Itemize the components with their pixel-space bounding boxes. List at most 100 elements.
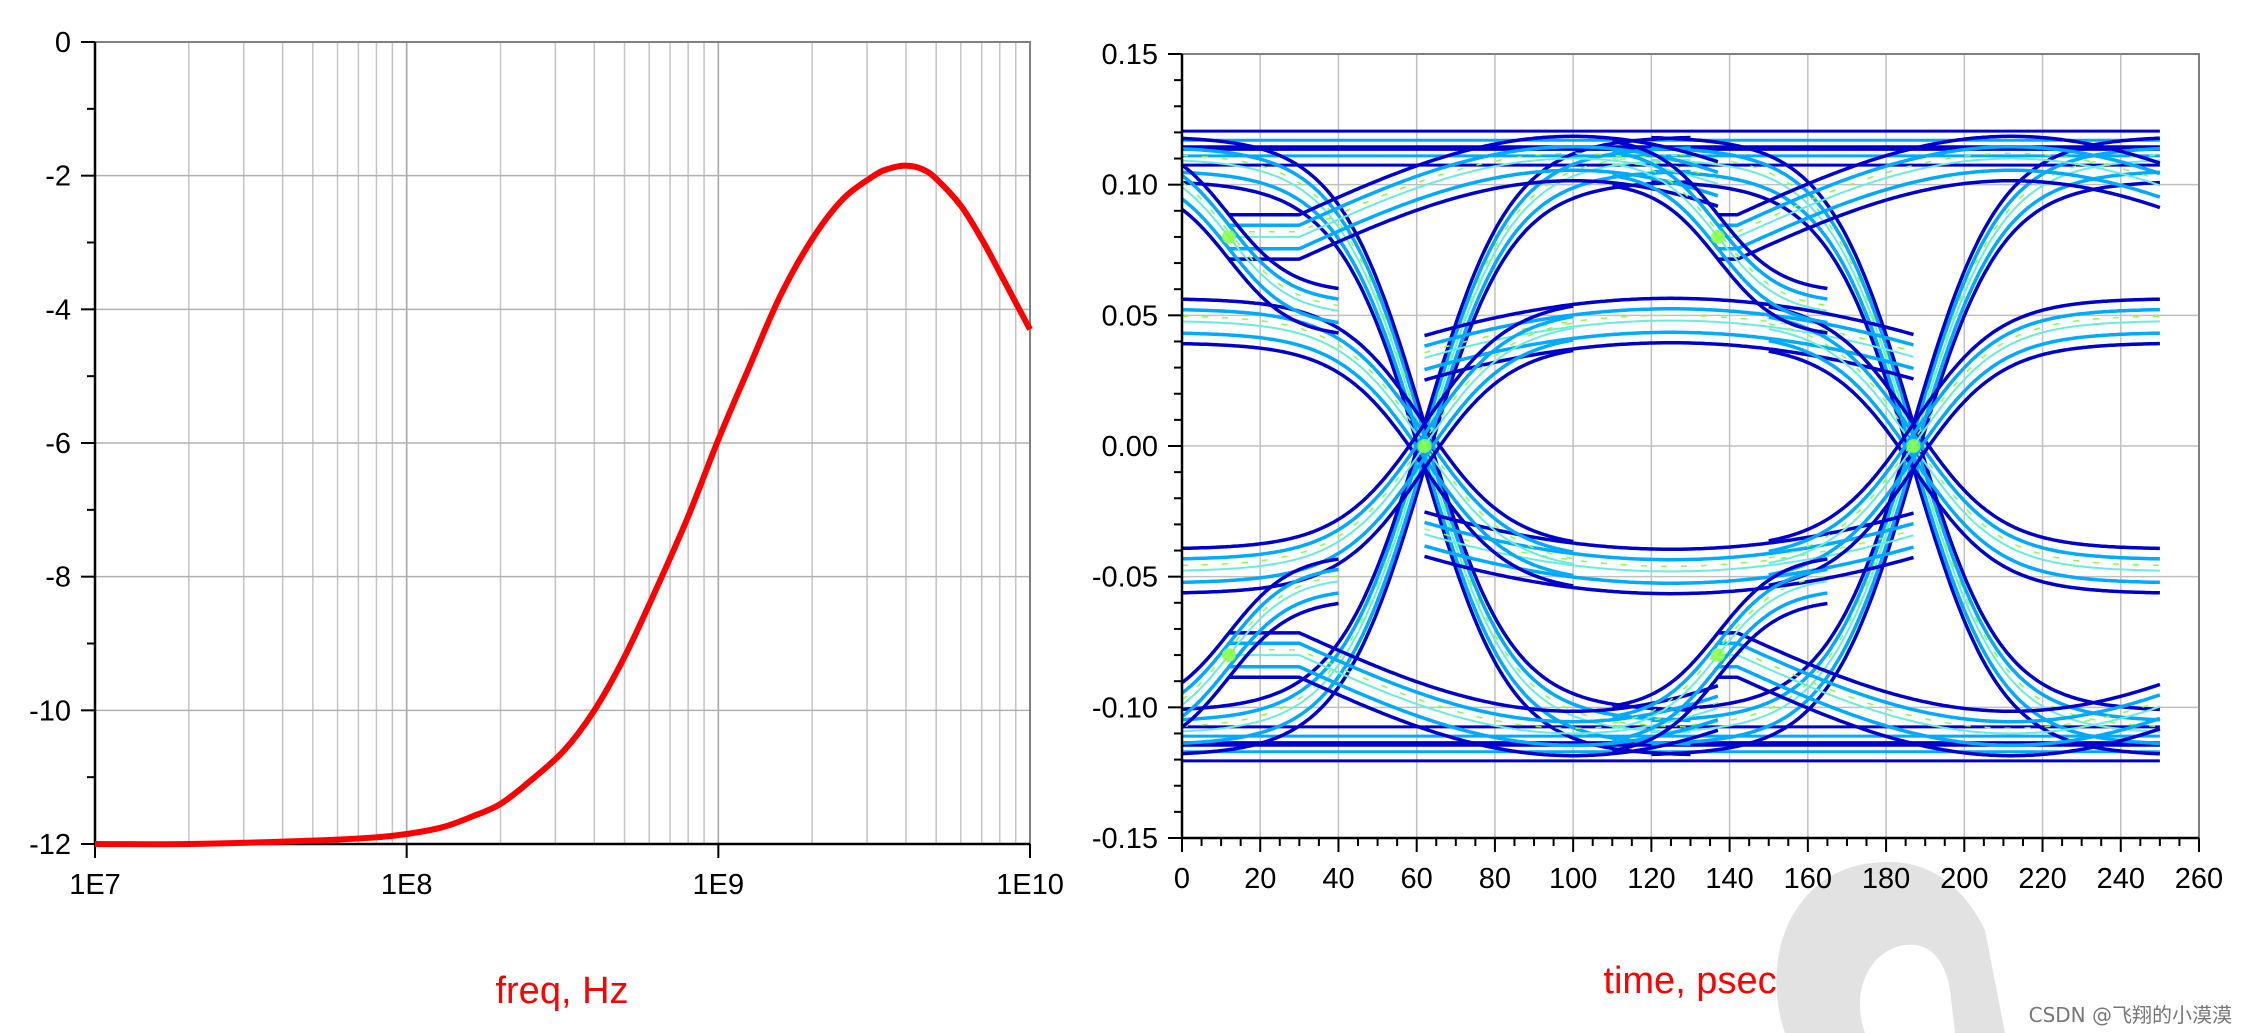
- freq-y-tick-label: -6: [45, 428, 71, 460]
- eye-upper-dome-trace: [1228, 134, 1719, 217]
- eye-edge-trace: [1180, 197, 1339, 325]
- eye-edge-trace: [1611, 184, 1828, 335]
- freq-y-tick-label: -12: [29, 829, 71, 861]
- eye-inner-trace: [1768, 315, 2160, 561]
- eye-edge-trace: [1180, 601, 1339, 729]
- eye-inner-trace: [1182, 327, 1574, 572]
- eye-lower-dome-trace: [1717, 654, 2161, 735]
- eye-crossing-marker: [1710, 229, 1725, 244]
- eye-edge-trace: [1181, 580, 1339, 706]
- eye-rising-trace: [1651, 180, 2161, 757]
- eye-inner-upper-trace: [1424, 341, 1914, 382]
- eye-inner-trace: [1181, 348, 1574, 595]
- eye-upper-dome-trace: [1717, 168, 2161, 251]
- watermark-text: CSDN @飞翔的小漠漠: [2029, 1003, 2232, 1027]
- eye-lower-dome-trace: [1228, 675, 1719, 758]
- eye-inner-upper-trace: [1424, 330, 1914, 372]
- eye-edge-trace: [1180, 163, 1339, 291]
- freq-x-tick-label: 1E7: [69, 869, 121, 901]
- freq-x-tick-label: 1E10: [996, 869, 1064, 901]
- eye-upper-dome-trace: [1717, 134, 2161, 217]
- eye-upper-dome-trace: [1717, 157, 2161, 238]
- freq-chart-x-ticks: 1E7 1E8 1E9 1E10: [69, 842, 1064, 901]
- freq-y-tick-label: -10: [29, 695, 71, 727]
- eye-chart-x-axis-title: time, psec: [1603, 960, 1776, 1002]
- eye-y-tick-label: 0.15: [1102, 39, 1158, 71]
- eye-edge-trace: [1612, 601, 1828, 753]
- eye-inner-trace: [1182, 304, 1574, 551]
- eye-edge-trace: [1181, 186, 1339, 312]
- eye-lower-dome-trace: [1717, 665, 2161, 747]
- watermark-swirl-shape: [1776, 861, 2005, 1033]
- eye-edge-trace: [1612, 173, 1828, 325]
- eye-upper-dome-trace: [1717, 145, 2161, 227]
- eye-inner-lower-trace: [1424, 554, 1914, 596]
- eye-inner-trace: [1768, 315, 2160, 559]
- eye-edge-trace: [1180, 173, 1339, 301]
- freq-chart-series: [94, 162, 1033, 848]
- eye-inner-trace: [1768, 322, 2160, 567]
- eye-rising-trace: [1181, 135, 1691, 711]
- eye-crossing-marker: [1710, 648, 1725, 663]
- eye-x-tick-label: 40: [1322, 863, 1354, 895]
- eye-falling-trace: [1651, 180, 2160, 756]
- eye-diagram-chart: 0.15 0.10 0.05 0.00 -0.05 -0.10 -0.15 0 20 40 60 8…: [1092, 39, 2223, 1002]
- eye-inner-trace: [1182, 322, 1574, 567]
- eye-inner-upper-trace: [1424, 319, 1914, 359]
- freq-x-tick-label: 1E8: [381, 869, 433, 901]
- eye-rising-trace: [1181, 146, 1691, 722]
- eye-crossing-marker: [1221, 648, 1236, 663]
- eye-x-tick-label: 260: [2175, 863, 2223, 895]
- eye-rising-trace: [1651, 146, 2161, 723]
- freq-y-tick-label: 0: [55, 27, 71, 59]
- eye-inner-trace: [1181, 331, 1574, 578]
- eye-x-tick-label: 60: [1401, 863, 1433, 895]
- eye-x-tick-label: 80: [1479, 863, 1511, 895]
- eye-inner-trace: [1181, 297, 1574, 544]
- eye-y-tick-label: 0.10: [1102, 170, 1158, 202]
- eye-inner-upper-trace: [1424, 296, 1914, 338]
- eye-x-tick-label: 180: [1862, 863, 1910, 895]
- eye-lower-dome-trace: [1228, 665, 1719, 747]
- eye-inner-upper-trace: [1424, 307, 1914, 348]
- eye-inner-trace: [1768, 328, 2160, 572]
- eye-y-tick-label: 0.00: [1102, 431, 1158, 463]
- eye-rising-trace: [1651, 136, 2160, 712]
- eye-inner-lower-trace: [1424, 520, 1914, 562]
- eye-lower-dome-trace: [1717, 675, 2161, 758]
- eye-inner-trace: [1182, 341, 1574, 588]
- eye-y-tick-label: -0.05: [1092, 562, 1158, 594]
- eye-falling-trace: [1651, 169, 2161, 746]
- eye-lower-dome-trace: [1228, 631, 1719, 714]
- freq-y-tick-label: -8: [45, 562, 71, 594]
- eye-inner-trace: [1768, 307, 2160, 554]
- eye-x-tick-label: 0: [1174, 863, 1190, 895]
- eye-upper-dome-trace: [1228, 178, 1719, 261]
- eye-edge-trace: [1180, 591, 1339, 719]
- eye-inner-trace: [1768, 320, 2160, 564]
- eye-y-tick-label: 0.05: [1102, 300, 1158, 332]
- eye-lower-dome-trace: [1228, 654, 1719, 735]
- eye-x-tick-label: 140: [1705, 863, 1753, 895]
- freq-response-line: [94, 162, 1033, 848]
- freq-x-tick-label: 1E9: [693, 869, 745, 901]
- eye-upper-dome-trace: [1228, 145, 1719, 227]
- eye-inner-trace: [1768, 341, 2160, 588]
- eye-crossing-marker: [1906, 439, 1921, 453]
- eye-edge-trace: [1180, 207, 1339, 335]
- eye-rising-trace: [1651, 170, 2160, 746]
- freq-y-tick-label: -2: [45, 161, 71, 193]
- eye-edge-trace: [1612, 150, 1828, 301]
- eye-lower-dome-trace: [1717, 641, 2161, 724]
- eye-edge-trace: [1612, 567, 1828, 719]
- eye-x-tick-label: 100: [1549, 863, 1597, 895]
- eye-upper-dome-trace: [1717, 178, 2161, 261]
- eye-x-tick-label: 200: [1940, 863, 1988, 895]
- eye-inner-trace: [1768, 331, 2160, 577]
- eye-x-tick-label: 20: [1244, 863, 1276, 895]
- eye-falling-trace: [1181, 181, 1691, 757]
- eye-upper-dome-trace: [1717, 152, 2161, 233]
- eye-edge-trace: [1180, 567, 1339, 695]
- eye-inner-lower-trace: [1424, 510, 1914, 551]
